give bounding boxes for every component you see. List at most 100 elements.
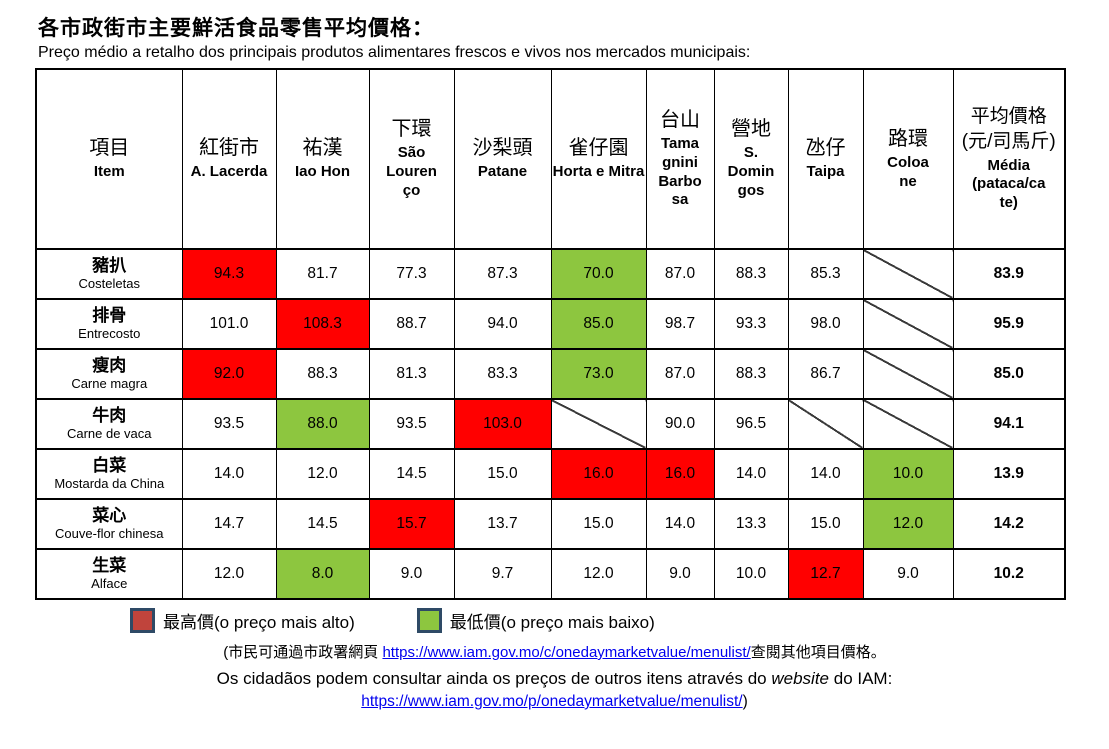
price-cell: 88.3 (713, 348, 789, 400)
market-name-pt: S. Domingos (727, 144, 775, 199)
no-data-cell (862, 348, 954, 400)
average-cell: 83.9 (952, 248, 1066, 300)
price-cell: 10.0 (862, 448, 954, 500)
market-name-zh: 氹仔 (805, 137, 846, 160)
price-cell: 73.0 (550, 348, 647, 400)
price-cell: 13.3 (713, 498, 789, 550)
market-name-pt: A. Lacerda (190, 163, 268, 181)
market-header-cell: 氹仔 Taipa (787, 68, 864, 250)
average-header-cell: 平均價格(元/司馬斤) Média (pataca/cate) (952, 68, 1066, 250)
price-cell: 103.0 (453, 398, 552, 450)
price-cell: 16.0 (645, 448, 715, 500)
legend-min-label: 最低價(o preço mais baixo) (449, 613, 655, 632)
price-cell: 90.0 (645, 398, 715, 450)
average-header-zh: 平均價格(元/司馬斤) (961, 106, 1056, 152)
market-name-pt: Iao Hon (295, 163, 350, 181)
row-label-cell: 生菜 Alface (35, 548, 183, 600)
price-cell: 9.0 (645, 548, 715, 600)
price-cell: 15.0 (453, 448, 552, 500)
table-row: 生菜 Alface 12.0 8.0 9.0 9.7 12.0 9.0 10.0 12.7 9.0 1… (35, 548, 1066, 600)
row-label-zh: 排骨 (92, 306, 127, 325)
price-cell: 93.5 (368, 398, 455, 450)
price-cell: 94.0 (453, 298, 552, 350)
price-cell: 83.3 (453, 348, 552, 400)
market-name-zh: 台山 (660, 109, 700, 131)
market-header-cell: 路環 Coloane (862, 68, 954, 250)
table-row: 豬扒 Costeletas 94.3 81.7 77.3 87.3 70.0 87.0 88.3… (35, 248, 1066, 300)
price-cell: 12.0 (181, 548, 277, 600)
price-cell: 85.0 (550, 298, 647, 350)
price-cell: 9.7 (453, 548, 552, 600)
average-cell: 14.2 (952, 498, 1066, 550)
price-cell: 13.7 (453, 498, 552, 550)
market-header-cell: 祐漢 Iao Hon (275, 68, 370, 250)
row-label-cell: 排骨 Entrecosto (35, 298, 183, 350)
average-cell: 95.9 (952, 298, 1066, 350)
market-header-cell: 紅街市 A. Lacerda (181, 68, 277, 250)
price-cell: 85.3 (787, 248, 864, 300)
price-cell: 15.0 (550, 498, 647, 550)
market-name-pt: Horta e Mitra (552, 163, 645, 181)
iam-market-value-link-pt[interactable]: https://www.iam.gov.mo/p/onedaymarketval… (361, 693, 743, 710)
price-cell: 14.0 (645, 498, 715, 550)
market-header-cell: 下環 São Lourenço (368, 68, 455, 250)
price-cell: 12.0 (550, 548, 647, 600)
price-cell: 15.0 (787, 498, 864, 550)
no-data-cell (550, 398, 647, 450)
price-cell: 14.7 (181, 498, 277, 550)
price-cell: 15.7 (368, 498, 455, 550)
footer-note-pt-suffix: do IAM: (829, 669, 893, 688)
max-price-swatch-icon (130, 608, 155, 633)
min-price-swatch-icon (416, 608, 442, 633)
market-name-pt: Coloane (887, 153, 929, 190)
row-label-cell: 瘦肉 Carne magra (35, 348, 183, 400)
market-name-pt: São Lourenço (386, 144, 437, 199)
table-header-row: 項目 Item 紅街市 A. Lacerda 祐漢 Iao Hon 下環 São Louren… (35, 68, 1066, 250)
row-label-pt: Carne de vaca (66, 426, 152, 442)
table-row: 牛肉 Carne de vaca 93.5 88.0 93.5 103.0 90.0 96.5… (35, 398, 1066, 450)
item-header-en: Item (93, 163, 125, 181)
row-label-cell: 牛肉 Carne de vaca (35, 398, 183, 450)
price-cell: 81.3 (368, 348, 455, 400)
price-cell: 98.0 (787, 298, 864, 350)
market-name-zh: 路環 (888, 127, 928, 150)
price-cell: 14.5 (368, 448, 455, 500)
row-label-cell: 白菜 Mostarda da China (35, 448, 183, 500)
price-cell: 9.0 (862, 548, 954, 600)
price-cell: 14.0 (713, 448, 789, 500)
price-cell: 8.0 (275, 548, 370, 600)
no-data-cell (787, 398, 864, 450)
price-cell: 77.3 (368, 248, 455, 300)
row-label-zh: 白菜 (92, 456, 127, 475)
price-cell: 9.0 (368, 548, 455, 600)
price-cell: 88.0 (275, 398, 370, 450)
row-label-pt: Carne magra (71, 376, 148, 392)
market-name-zh: 沙梨頭 (472, 137, 533, 160)
row-label-pt: Alface (91, 576, 128, 592)
footer-note-zh-prefix: (市民可通過市政署網頁 (223, 644, 383, 661)
row-label-zh: 瘦肉 (92, 356, 127, 375)
price-cell: 88.3 (275, 348, 370, 400)
price-cell: 92.0 (181, 348, 277, 400)
page: 各市政街市主要鮮活食品零售平均價格： Preço médio a retalho… (0, 12, 1109, 749)
market-name-pt: Taipa (806, 163, 845, 181)
row-label-pt: Entrecosto (78, 326, 141, 342)
table-row: 菜心 Couve-flor chinesa 14.7 14.5 15.7 13.7 15.0… (35, 498, 1066, 550)
price-cell: 94.3 (181, 248, 277, 300)
market-name-zh: 紅街市 (199, 137, 259, 160)
footer-note-zh-suffix: 查閱其他項目價格。 (750, 644, 886, 661)
item-header-zh: 項目 (89, 137, 130, 160)
table-row: 白菜 Mostarda da China 14.0 12.0 14.5 15.0 16.0 1… (35, 448, 1066, 500)
price-cell: 81.7 (275, 248, 370, 300)
legend: 最高價(o preço mais alto) 最低價(o preço mais … (130, 608, 1109, 633)
footer-note-pt-website-word: website (771, 669, 830, 688)
price-cell: 12.0 (862, 498, 954, 550)
market-name-zh: 雀仔園 (568, 137, 629, 160)
price-cell: 96.5 (713, 398, 789, 450)
iam-market-value-link-zh[interactable]: https://www.iam.gov.mo/c/onedaymarketval… (382, 644, 751, 661)
row-label-zh: 生菜 (92, 556, 127, 575)
average-cell: 85.0 (952, 348, 1066, 400)
price-cell: 108.3 (275, 298, 370, 350)
market-header-cell: 台山 Tamagnini Barbosa (645, 68, 715, 250)
no-data-cell (862, 398, 954, 450)
